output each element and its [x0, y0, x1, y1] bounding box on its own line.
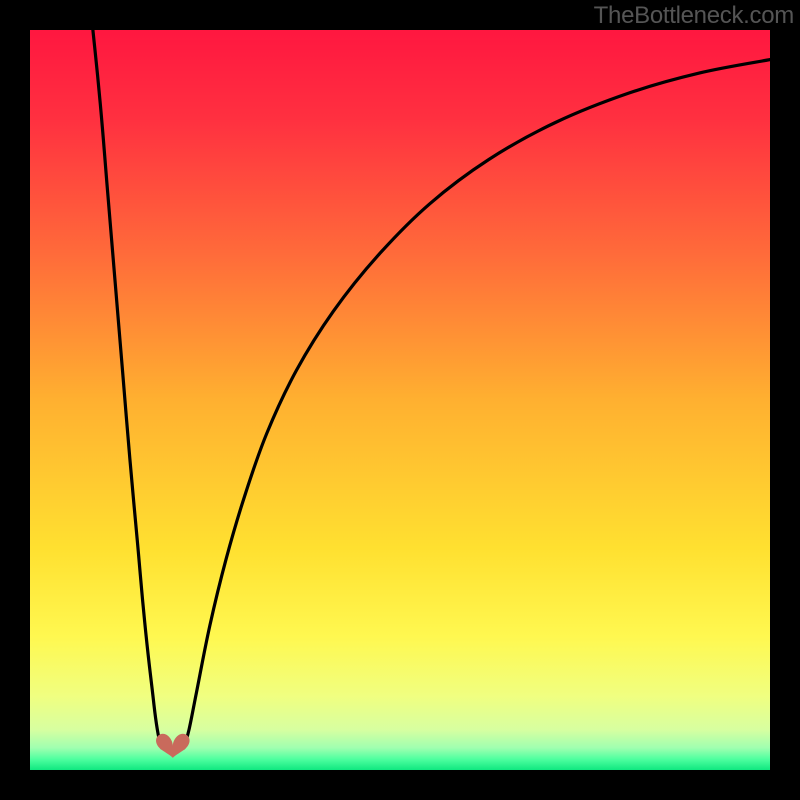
attribution-label: TheBottleneck.com	[594, 0, 800, 30]
plot-background	[30, 30, 770, 770]
chart-container: TheBottleneck.com	[0, 0, 800, 800]
bottleneck-chart	[0, 0, 800, 800]
